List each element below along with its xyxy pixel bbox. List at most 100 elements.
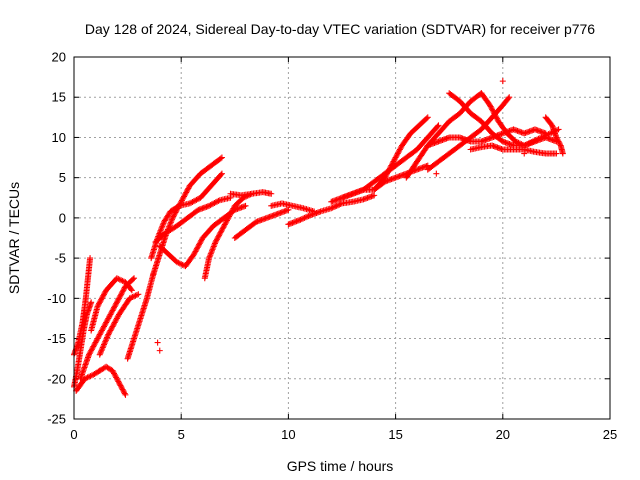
arc-07-point-18 xyxy=(108,326,115,333)
arc-07-point-15 xyxy=(106,330,113,337)
arc-20-point-24 xyxy=(391,157,398,164)
arc-12-point-19 xyxy=(178,261,185,268)
arc-20-point-18 xyxy=(386,165,393,172)
arc-16-point-33 xyxy=(330,204,337,211)
arc-11-point-49 xyxy=(212,199,219,206)
arc-12-point-38 xyxy=(195,243,202,250)
arc-12-point-36 xyxy=(193,245,200,252)
arc-05-point-62 xyxy=(118,291,125,298)
arc-16-point-14 xyxy=(304,213,311,220)
arc-09-point-59 xyxy=(183,188,190,195)
arc-25-point-61 xyxy=(542,132,549,139)
tick-labels: 0 5 10 15 20 25 -25 -20 -15 -10 -5 0 5 10 15 20 xyxy=(47,50,617,443)
arc-07-point-2 xyxy=(97,348,104,355)
arc-07-point-26 xyxy=(113,315,120,322)
arc-06-point-17 xyxy=(95,302,102,309)
arc-20-point-13 xyxy=(383,171,390,178)
arc-11-point-48 xyxy=(211,200,218,207)
arc-06-point-25 xyxy=(101,291,108,298)
arc-04-point-23 xyxy=(118,385,125,392)
arc-07-point-22 xyxy=(111,320,118,327)
arc-20-point-19 xyxy=(387,163,394,170)
arc-05-point-49 xyxy=(108,308,115,315)
arc-04-point-22 xyxy=(118,383,125,390)
arc-26-point-57 xyxy=(553,150,560,157)
arc-20-point-22 xyxy=(389,159,396,166)
y-tick-label-20: 20 xyxy=(52,50,66,65)
arc-05-point-32 xyxy=(96,331,103,338)
arc-10-point-76 xyxy=(217,171,224,178)
arc-07-point-10 xyxy=(102,337,109,344)
arc-13-point-28 xyxy=(215,233,222,240)
arc-25-point-57 xyxy=(536,135,543,142)
arc-09-point-56 xyxy=(181,192,188,199)
arc-25-point-60 xyxy=(541,133,548,140)
arc-05-point-40 xyxy=(102,320,109,327)
arc-07-point-20 xyxy=(109,323,116,330)
arc-05-point-27 xyxy=(93,338,100,345)
arc-20-point-27 xyxy=(393,153,400,160)
arc-12-point-42 xyxy=(198,237,205,244)
arc-05-point-19 xyxy=(87,348,94,355)
arc-12-point-18 xyxy=(176,260,183,267)
arc-07-point-47 xyxy=(133,291,140,298)
arc-05-point-36 xyxy=(99,326,106,333)
arc-10-point-49 xyxy=(189,199,196,206)
arc-09-point-92 xyxy=(218,154,225,161)
arc-25-point-58 xyxy=(538,134,545,141)
arc-16-point-36 xyxy=(334,202,341,209)
outlier-point-0 xyxy=(499,78,506,85)
x-axis-label: GPS time / hours xyxy=(287,458,394,474)
arc-05-point-35 xyxy=(98,327,105,334)
arc-03-point-14 xyxy=(87,373,94,380)
arc-07-point-3 xyxy=(98,347,105,354)
arc-05-point-55 xyxy=(113,300,120,307)
arc-05-point-31 xyxy=(96,332,103,339)
arc-07-point-8 xyxy=(101,340,108,347)
arc-25-point-43 xyxy=(516,140,523,147)
outlier-point-4 xyxy=(126,295,133,302)
arc-10-point-77 xyxy=(218,170,225,177)
arc-06-point-20 xyxy=(97,298,104,305)
arc-05-point-61 xyxy=(117,292,124,299)
arc-11-point-50 xyxy=(214,198,221,205)
arc-13-point-31 xyxy=(217,229,224,236)
arc-25-point-14 xyxy=(489,107,496,114)
arc-25-point-20 xyxy=(494,115,501,122)
arc-05-point-18 xyxy=(86,350,93,357)
arc-06-point-24 xyxy=(100,292,107,299)
arc-25-point-63 xyxy=(545,131,552,138)
arc-12-point-16 xyxy=(173,259,180,266)
arc-20-point-28 xyxy=(394,151,401,158)
arc-20-point-29 xyxy=(394,150,401,157)
arc-05-point-42 xyxy=(103,318,110,325)
arc-11-point-46 xyxy=(208,201,215,208)
arc-13-point-47 xyxy=(228,208,235,215)
arc-07-point-13 xyxy=(104,332,111,339)
arc-13-point-46 xyxy=(228,209,235,216)
arc-25-point-44 xyxy=(518,141,525,148)
arc-20-point-23 xyxy=(390,158,397,165)
arc-07-point-23 xyxy=(111,319,118,326)
arc-05-point-53 xyxy=(111,303,118,310)
arc-09-point-41 xyxy=(171,212,178,219)
arc-04-point-13 xyxy=(111,371,118,378)
arc-13-point-34 xyxy=(219,225,226,232)
arc-10-point-47 xyxy=(186,200,193,207)
arc-25-point-40 xyxy=(512,138,519,145)
arc-09-point-60 xyxy=(184,186,191,193)
arc-06-point-22 xyxy=(98,295,105,302)
y-tick-label-10: 10 xyxy=(52,130,66,145)
arc-10-point-39 xyxy=(174,203,181,210)
arc-09-point-39 xyxy=(169,214,176,221)
arc-27-point-17 xyxy=(554,135,561,142)
arc-06-point-39 xyxy=(113,275,120,282)
arc-13-point-33 xyxy=(218,226,225,233)
arc-25-point-51 xyxy=(528,139,535,146)
arc-04-point-28 xyxy=(122,391,129,398)
arc-05-point-52 xyxy=(111,304,118,311)
arc-07-point-0 xyxy=(96,351,103,358)
arc-09-point-57 xyxy=(182,190,189,197)
arc-05-point-33 xyxy=(97,330,104,337)
arc-07-point-21 xyxy=(110,322,117,329)
